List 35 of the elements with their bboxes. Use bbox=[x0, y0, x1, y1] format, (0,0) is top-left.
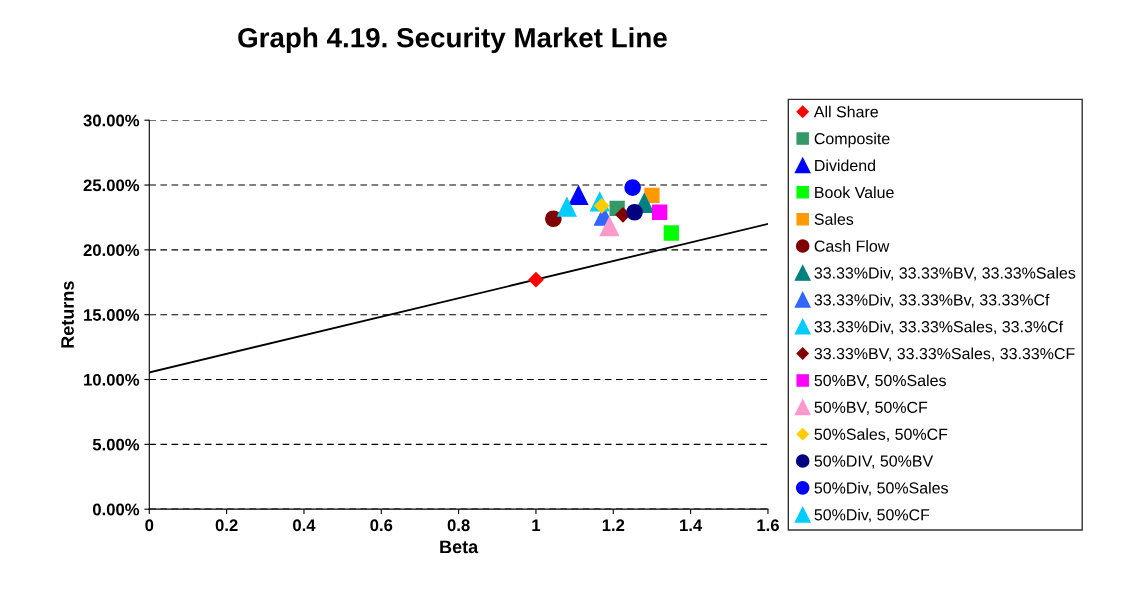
x-tick-label: 0.2 bbox=[215, 519, 238, 532]
y-tick-label: 15.00% bbox=[84, 309, 140, 321]
legend-label: 33.33%Div, 33.33%BV, 33.33%Sales bbox=[814, 266, 1076, 281]
legend-label: 50%Sales, 50%CF bbox=[814, 428, 948, 442]
x-tick-label: 0.8 bbox=[447, 519, 470, 532]
x-axis-title: Beta bbox=[440, 540, 479, 554]
legend-label: Book Value bbox=[815, 186, 894, 199]
y-tick-label: 25.00% bbox=[83, 179, 140, 192]
x-tick-label: 1.6 bbox=[757, 519, 779, 532]
legend-label: 33.33%BV, 33.33%Sales, 33.33%CF bbox=[814, 347, 1075, 362]
y-tick-label: 30.00% bbox=[83, 114, 140, 127]
y-tick-label: 5.00% bbox=[92, 438, 140, 451]
legend-label: Composite bbox=[814, 132, 890, 148]
legend-label: Sales bbox=[814, 213, 854, 225]
x-tick-label: 0 bbox=[145, 519, 154, 532]
x-tick-label: 1.4 bbox=[680, 519, 703, 531]
y-tick-label: 20.00% bbox=[83, 244, 140, 257]
x-tick-label: 0.6 bbox=[370, 519, 393, 532]
legend-label: 33.33%Div, 33.33%Sales, 33.3%Cf bbox=[814, 320, 1064, 335]
x-tick-label: 1.2 bbox=[602, 519, 625, 531]
legend-label: 50%Div, 50%Sales bbox=[814, 481, 948, 496]
y-tick-label: 0.00% bbox=[92, 503, 140, 516]
y-tick-label: 10.00% bbox=[84, 373, 140, 386]
legend-label: Dividend bbox=[815, 159, 875, 172]
legend-label: 50%Div, 50%CF bbox=[814, 508, 930, 523]
x-tick-label: 1 bbox=[532, 519, 541, 531]
legend-label: 50%DIV, 50%BV bbox=[814, 455, 934, 469]
chart-title: Graph 4.19. Security Market Line bbox=[238, 27, 667, 54]
legend-label: 50%BV, 50%CF bbox=[814, 401, 928, 415]
legend-label: 50%BV, 50%Sales bbox=[814, 374, 946, 389]
legend-label: 33.33%Div, 33.33%Bv, 33.33%Cf bbox=[814, 293, 1050, 308]
legend-label: All Share bbox=[813, 105, 878, 118]
legend-label: Cash Flow bbox=[814, 240, 890, 252]
x-tick-label: 0.4 bbox=[293, 519, 316, 532]
y-axis-title: Returns bbox=[61, 281, 74, 348]
